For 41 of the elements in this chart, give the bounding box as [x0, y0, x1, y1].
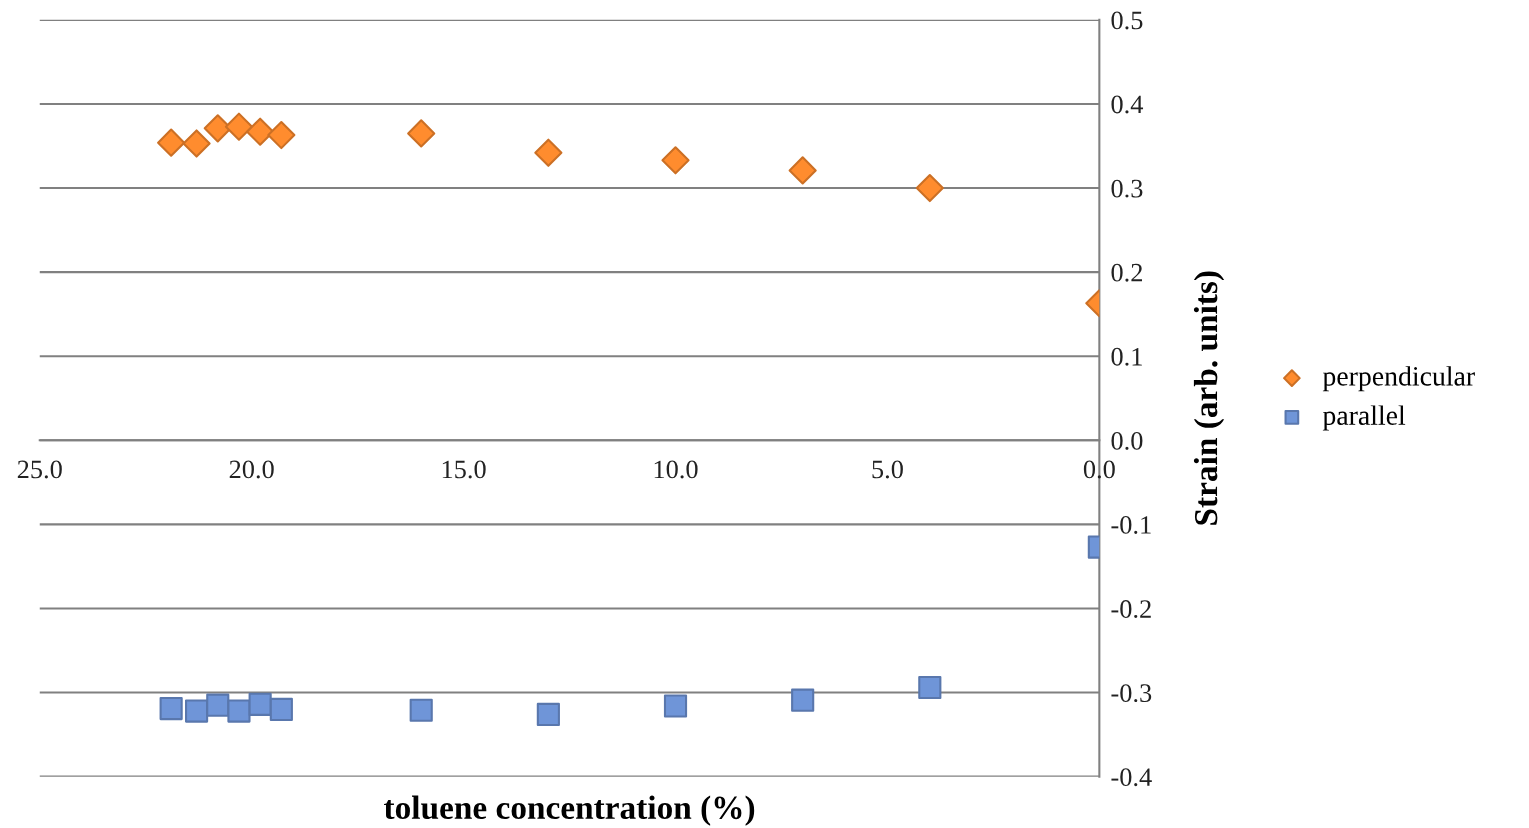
- point: [182, 129, 211, 158]
- point: [246, 117, 275, 146]
- point: [915, 173, 944, 203]
- point: [184, 699, 209, 723]
- y-tick-label: 0.0: [1111, 431, 1143, 450]
- y-tick-label: -0.4: [1111, 768, 1152, 787]
- point: [206, 693, 230, 717]
- point: [536, 702, 560, 727]
- point: [788, 156, 817, 185]
- point: [227, 699, 251, 723]
- x-tick-label: 5.0: [872, 460, 903, 479]
- point: [663, 694, 688, 718]
- point: [918, 675, 942, 700]
- x-axis-title: toluene concentration (%): [384, 795, 755, 826]
- point: [534, 138, 563, 167]
- point: [661, 146, 690, 175]
- legend-label: parallel: [1322, 405, 1406, 431]
- point: [791, 688, 815, 712]
- y-tick-label: -0.2: [1111, 600, 1151, 619]
- point: [269, 697, 293, 721]
- point: [267, 120, 296, 150]
- y-tick-label: 0.3: [1111, 179, 1143, 198]
- point: [409, 698, 433, 722]
- point: [224, 112, 254, 141]
- point: [203, 114, 232, 143]
- point: [157, 128, 186, 157]
- y-tick-label: 0.4: [1111, 95, 1144, 114]
- x-tick-label: 10.0: [654, 460, 698, 479]
- y-axis-title: Strain (arb. units): [1193, 271, 1225, 525]
- x-tick-label: 25.0: [17, 460, 62, 479]
- point: [248, 692, 272, 716]
- y-tick-label: -0.1: [1111, 516, 1151, 534]
- point: [407, 119, 436, 148]
- x-tick-label: 20.0: [229, 460, 274, 479]
- y-tick-label: 0.1: [1111, 347, 1142, 366]
- y-tick-label: -0.3: [1111, 684, 1152, 703]
- y-tick-label: 0.2: [1111, 263, 1142, 282]
- point: [159, 696, 183, 721]
- x-tick-label: 15.0: [442, 460, 486, 479]
- y-tick-label: 0.5: [1111, 11, 1143, 30]
- legend-label: perpendicular: [1322, 366, 1475, 392]
